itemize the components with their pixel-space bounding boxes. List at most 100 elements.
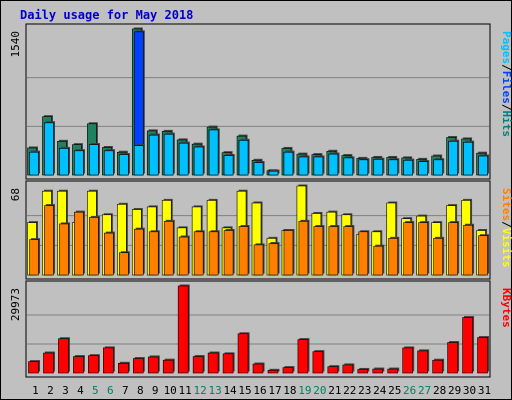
bar-kbytes-kbytes-30 bbox=[462, 317, 473, 374]
bar-kbytes-kbytes-5 bbox=[88, 355, 99, 374]
day-label-12: 12 bbox=[194, 384, 207, 397]
day-label-24: 24 bbox=[373, 384, 387, 397]
bar-visits-sites-12 bbox=[193, 231, 204, 276]
bar-hits-pages-8 bbox=[133, 145, 144, 176]
bar-hits-pages-19 bbox=[298, 156, 309, 176]
bar-kbytes-kbytes-19 bbox=[297, 339, 309, 374]
panel-visits: 68 Sites/Visits bbox=[9, 180, 512, 280]
bar-hits-pages-16 bbox=[253, 162, 264, 176]
bar-visits-sites-1 bbox=[29, 239, 39, 276]
day-label-23: 23 bbox=[358, 384, 371, 397]
day-label-7: 7 bbox=[122, 384, 129, 397]
legend-entry: Sites bbox=[500, 188, 512, 221]
bar-kbytes-kbytes-11 bbox=[177, 285, 189, 374]
legend-entry: Pages bbox=[500, 31, 512, 64]
day-label-16: 16 bbox=[253, 384, 266, 397]
bar-hits-pages-31 bbox=[478, 155, 488, 176]
legend-entry: KBytes bbox=[500, 288, 512, 328]
day-label-1: 1 bbox=[32, 384, 39, 397]
bar-visits-sites-4 bbox=[74, 211, 84, 276]
day-label-4: 4 bbox=[77, 384, 84, 397]
legend-entry: / bbox=[500, 221, 512, 228]
bar-hits-pages-21 bbox=[328, 153, 339, 176]
chart-title: Daily usage for May 2018 bbox=[20, 8, 193, 22]
bar-kbytes-kbytes-25 bbox=[387, 368, 399, 374]
bar-kbytes-kbytes-1 bbox=[28, 361, 39, 374]
bar-visits-sites-18 bbox=[283, 230, 294, 276]
panel-hits-max-label: 1540 bbox=[9, 31, 22, 58]
bar-hits-pages-15 bbox=[238, 140, 249, 176]
bar-visits-sites-5 bbox=[89, 217, 99, 276]
bar-hits-pages-3 bbox=[59, 148, 69, 176]
day-label-11: 11 bbox=[179, 384, 192, 397]
day-label-19: 19 bbox=[298, 384, 311, 397]
bar-visits-sites-31 bbox=[478, 235, 488, 276]
bar-kbytes-kbytes-4 bbox=[73, 356, 84, 374]
day-label-10: 10 bbox=[164, 384, 177, 397]
bar-visits-sites-27 bbox=[418, 222, 428, 276]
day-label-3: 3 bbox=[62, 384, 69, 397]
bar-kbytes-kbytes-15 bbox=[237, 333, 249, 374]
bar-hits-pages-14 bbox=[223, 155, 234, 176]
bar-kbytes-kbytes-7 bbox=[118, 363, 129, 374]
day-label-22: 22 bbox=[343, 384, 356, 397]
bar-hits-pages-20 bbox=[313, 156, 324, 176]
day-label-6: 6 bbox=[107, 384, 114, 397]
bar-hits-pages-12 bbox=[193, 146, 204, 176]
bar-hits-pages-29 bbox=[448, 141, 458, 176]
bar-visits-sites-20 bbox=[313, 226, 324, 276]
bar-visits-sites-11 bbox=[178, 236, 189, 276]
legend-entry: Visits bbox=[500, 228, 512, 268]
day-label-8: 8 bbox=[137, 384, 144, 397]
panel-kbytes-max-label: 29973 bbox=[9, 288, 22, 321]
day-labels: 1 2 3 4 5 6 7 8 9 10 11 12 13 14 15 16 17 18 19 20 21 22 23 24 2… bbox=[32, 384, 491, 397]
bar-kbytes-kbytes-17 bbox=[267, 370, 279, 374]
day-label-25: 25 bbox=[388, 384, 401, 397]
bar-visits-sites-16 bbox=[253, 244, 264, 276]
bar-kbytes-kbytes-21 bbox=[327, 366, 339, 374]
bar-kbytes-kbytes-9 bbox=[147, 356, 159, 374]
bar-hits-pages-28 bbox=[433, 159, 443, 176]
bar-hits-pages-2 bbox=[44, 122, 54, 176]
bar-hits-pages-23 bbox=[358, 159, 369, 176]
bar-visits-sites-8 bbox=[133, 228, 144, 276]
bar-visits-sites-22 bbox=[343, 226, 354, 276]
bar-visits-sites-25 bbox=[388, 238, 399, 276]
bar-hits-pages-22 bbox=[343, 157, 354, 176]
bar-kbytes-kbytes-18 bbox=[282, 367, 294, 374]
bar-kbytes-kbytes-31 bbox=[477, 337, 488, 374]
bar-visits-sites-14 bbox=[223, 230, 234, 276]
bar-kbytes-kbytes-6 bbox=[103, 347, 114, 374]
bar-hits-pages-27 bbox=[418, 161, 428, 176]
bar-hits-pages-4 bbox=[74, 150, 84, 176]
legend-entry: / bbox=[500, 104, 512, 111]
bar-kbytes-kbytes-20 bbox=[312, 351, 324, 374]
bar-visits-sites-17 bbox=[268, 243, 279, 276]
bar-visits-sites-6 bbox=[104, 232, 114, 276]
day-label-17: 17 bbox=[268, 384, 281, 397]
day-label-2: 2 bbox=[47, 384, 54, 397]
day-label-13: 13 bbox=[208, 384, 221, 397]
day-label-5: 5 bbox=[92, 384, 99, 397]
panel-visits-max-label: 68 bbox=[9, 188, 22, 201]
bar-hits-pages-25 bbox=[388, 159, 399, 176]
bar-kbytes-kbytes-16 bbox=[252, 363, 264, 374]
bar-hits-pages-11 bbox=[178, 142, 189, 176]
bar-kbytes-kbytes-14 bbox=[222, 353, 234, 374]
bar-hits-pages-6 bbox=[104, 150, 114, 176]
bar-hits-pages-24 bbox=[373, 159, 384, 176]
bar-kbytes-kbytes-10 bbox=[162, 359, 174, 374]
legend-entry: Hits bbox=[500, 111, 512, 138]
bar-kbytes-kbytes-24 bbox=[372, 368, 384, 374]
day-label-30: 30 bbox=[463, 384, 476, 397]
bar-kbytes-kbytes-23 bbox=[357, 369, 369, 374]
bar-kbytes-kbytes-12 bbox=[192, 356, 204, 374]
bar-visits-sites-9 bbox=[148, 231, 159, 276]
panel-kbytes: 29973 KBytes bbox=[9, 280, 512, 378]
bar-visits-sites-10 bbox=[163, 221, 174, 276]
legend-entry: / bbox=[500, 64, 512, 71]
bar-hits-pages-26 bbox=[403, 160, 413, 176]
bar-kbytes-kbytes-29 bbox=[447, 342, 458, 374]
bar-hits-pages-9 bbox=[148, 134, 159, 176]
bar-kbytes-kbytes-3 bbox=[58, 338, 69, 374]
